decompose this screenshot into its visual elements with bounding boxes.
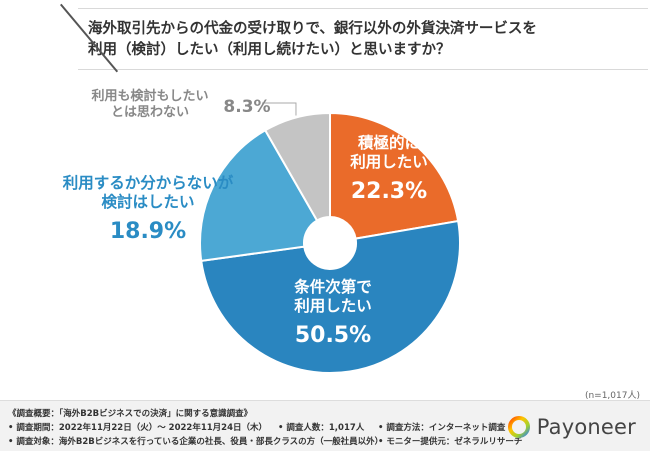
slice-value-1: 22.3% [351, 179, 427, 204]
slice-value-4: 8.3% [223, 97, 270, 117]
slice-label-4-line-1: 利用も検討もしたい [91, 88, 208, 104]
survey-method: • 調査方法：インターネット調査 [378, 423, 506, 433]
sample-size-note: (n=1,017人) [584, 391, 640, 401]
slice-label-2-line-2: 利用したい [294, 296, 372, 315]
question-box: 海外取引先からの代金の受け取りで、銀行以外の外貨決済サービスを 利用（検討）した… [78, 8, 648, 70]
slice-value-2: 50.5% [295, 323, 371, 348]
donut-chart: 積極的に利用したい22.3%条件次第で利用したい50.5%利用するか分からないが… [63, 88, 461, 374]
question-line-1: 海外取引先からの代金の受け取りで、銀行以外の外貨決済サービスを [88, 21, 537, 37]
question-line-2: 利用（検討）したい（利用し続けたい）と思いますか？ [88, 42, 451, 58]
slice-label-4-line-2: とは思わない [111, 105, 189, 120]
survey-overview: 《調査概要：「海外B2Bビジネスでの決済」に関する意識調査》 [8, 409, 253, 419]
slice-label-2-line-1: 条件次第で [293, 277, 372, 296]
leader-line-slice-4 [262, 102, 297, 116]
survey-provider: • モニター提供元：ゼネラルリサーチ [378, 437, 523, 447]
pie-slice-3 [199, 128, 319, 263]
payoneer-logo: Payoneer [507, 415, 636, 439]
slice-label-3-line-1: 利用するか分からないが [63, 173, 234, 192]
survey-target: • 調査対象：海外B2Bビジネスを行っている企業の社長、役員・部長クラスの方（一… [8, 437, 384, 447]
pie-slice-4 [263, 111, 331, 222]
survey-count: • 調査人数：1,017人 [278, 423, 365, 433]
slice-label-1-line-2: 利用したい [350, 152, 428, 171]
slice-label-1-line-1: 積極的に [357, 133, 420, 152]
slice-value-3: 18.9% [110, 219, 186, 244]
survey-period: • 調査期間：2022年11月22日（火）〜 2022年11月24日（木） [8, 423, 267, 433]
survey-footer: 《調査概要：「海外B2Bビジネスでの決済」に関する意識調査》 • 調査期間：20… [0, 400, 650, 451]
payoneer-ring-icon [507, 416, 530, 438]
pie-slice-2 [200, 219, 461, 374]
brand-name: Payoneer [536, 415, 636, 439]
pie-slice-1 [329, 111, 460, 240]
question-text: 海外取引先からの代金の受け取りで、銀行以外の外貨決済サービスを 利用（検討）した… [88, 19, 643, 61]
slice-label-3-line-2: 検討はしたい [101, 192, 194, 211]
